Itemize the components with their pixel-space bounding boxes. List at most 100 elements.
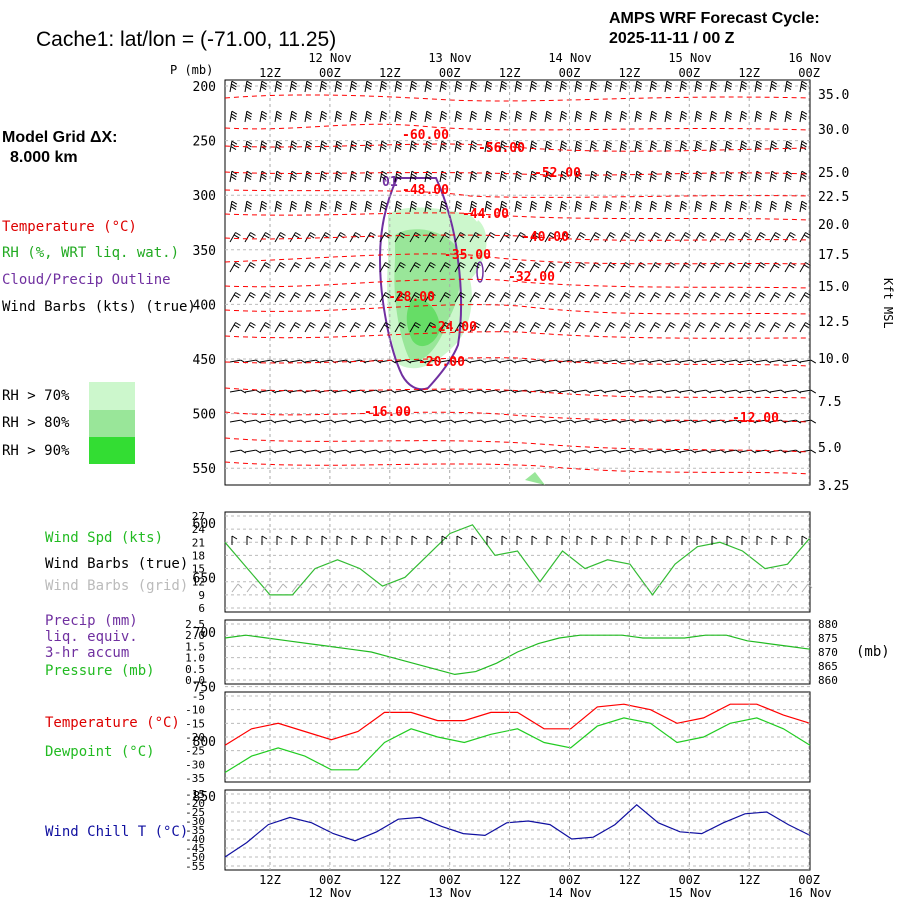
wind-barb-staff bbox=[424, 201, 428, 213]
temperature-contour bbox=[224, 411, 811, 423]
wind-barb bbox=[679, 232, 691, 243]
wind-barb-flag bbox=[336, 140, 343, 145]
wind-barb-flag bbox=[335, 116, 342, 121]
wind-barb-flag bbox=[398, 294, 405, 299]
wind-barb-flag bbox=[510, 389, 517, 394]
wind-barb-flag bbox=[531, 113, 537, 118]
wind-barb-flag bbox=[381, 535, 388, 540]
wind-barb-flag bbox=[653, 234, 660, 239]
wind-barb-flag bbox=[563, 234, 570, 239]
wind-barb-flag bbox=[640, 292, 646, 296]
wind-barb-staff bbox=[364, 81, 368, 93]
wind-barb bbox=[499, 389, 517, 394]
wind-barb-flag bbox=[725, 146, 732, 151]
wind-barb-flag bbox=[291, 173, 297, 178]
wind-barb-staff bbox=[544, 171, 548, 183]
wind-barb bbox=[319, 419, 337, 424]
wind-barb bbox=[304, 262, 316, 273]
wind-barb-staff bbox=[424, 232, 431, 243]
wind-barb-staff bbox=[319, 359, 331, 363]
wind-barb-flag bbox=[465, 419, 472, 424]
wind-barb-staff bbox=[319, 171, 323, 183]
wind-barb-staff bbox=[769, 359, 781, 363]
wind-barb bbox=[589, 292, 601, 303]
wind-barb-flag bbox=[486, 110, 493, 115]
wind-barb-flag bbox=[525, 359, 532, 364]
wind-barb-flag bbox=[435, 389, 442, 394]
wind-barb-flag bbox=[593, 264, 600, 269]
cycle-title-2: 2025-11-11 / 00 Z bbox=[609, 30, 735, 47]
wind-barb-staff bbox=[529, 359, 541, 363]
wind-barb-flag bbox=[330, 419, 337, 424]
wind-barb-flag bbox=[696, 113, 702, 118]
wind-barb-flag bbox=[758, 234, 765, 239]
wind-barb-staff bbox=[319, 232, 326, 243]
wind-barb-flag bbox=[681, 143, 687, 148]
wind-barb-flag bbox=[725, 86, 732, 91]
wind-barb-flag bbox=[255, 449, 262, 454]
wind-barb-staff bbox=[411, 583, 419, 593]
wind-barb-flag bbox=[741, 113, 747, 118]
wind-barb-staff bbox=[784, 111, 788, 123]
wind-barb-staff bbox=[769, 141, 773, 153]
wind-barb-flag bbox=[455, 176, 462, 181]
wind-barb bbox=[514, 359, 532, 364]
wind-barb-true bbox=[591, 535, 598, 545]
wind-barb-flag bbox=[395, 116, 402, 121]
wind-barb-grid bbox=[276, 583, 288, 593]
wind-barb-flag bbox=[353, 264, 360, 269]
wind-barb-flag bbox=[665, 86, 672, 91]
wind-barb bbox=[589, 110, 598, 123]
wind-barb bbox=[409, 292, 421, 303]
wind-barb-staff bbox=[634, 449, 646, 453]
wind-barb-flag bbox=[306, 80, 313, 85]
wind-barb-flag bbox=[233, 324, 240, 329]
wind-barb-flag bbox=[790, 322, 796, 326]
wind-barb-staff bbox=[591, 583, 599, 593]
wind-barb-staff bbox=[439, 449, 451, 453]
wind-barb bbox=[379, 449, 397, 454]
wind-barb-flag bbox=[660, 359, 667, 364]
wind-barb bbox=[529, 449, 547, 454]
wind-barb bbox=[724, 80, 733, 93]
wind-barb-staff bbox=[529, 292, 536, 303]
wind-barb-staff bbox=[469, 111, 473, 123]
wind-barb-staff bbox=[559, 389, 571, 393]
wind-barb-flag bbox=[486, 203, 492, 208]
wind-barb-flag bbox=[440, 206, 447, 211]
wind-barb-true bbox=[411, 535, 418, 545]
wind-barb-grid bbox=[591, 583, 603, 593]
wind-barb-staff bbox=[754, 322, 761, 333]
wind-barb bbox=[409, 80, 418, 93]
wind-barb bbox=[754, 200, 763, 213]
wind-barb-flag bbox=[426, 173, 432, 178]
wind-barb-staff bbox=[349, 201, 353, 213]
wind-barb-flag bbox=[396, 173, 402, 178]
wind-barb-staff bbox=[484, 419, 496, 423]
dewpoint-label: Dewpoint (°C) bbox=[45, 744, 155, 760]
wind-barb-staff bbox=[649, 449, 661, 453]
wind-barb-staff bbox=[484, 232, 491, 243]
wind-barb bbox=[649, 200, 658, 213]
wind-barb-flag bbox=[295, 262, 301, 266]
wind-barb-staff bbox=[244, 389, 256, 393]
wind-barb-flag bbox=[410, 176, 417, 181]
wind-chill-tick: -20 bbox=[185, 797, 205, 810]
wind-barb-flag bbox=[675, 389, 682, 394]
wind-barb-flag bbox=[486, 83, 492, 88]
wind-barb bbox=[634, 170, 643, 183]
wind-barb-flag bbox=[231, 140, 238, 145]
wind-barb-flag bbox=[380, 206, 387, 211]
wind-barb-flag bbox=[576, 143, 582, 148]
wind-barb-flag bbox=[576, 140, 583, 145]
wind-barb bbox=[454, 262, 466, 273]
wind-barb bbox=[439, 292, 451, 303]
wind-barb-flag bbox=[340, 322, 346, 326]
wind-barb-flag bbox=[480, 359, 487, 364]
wind-barb-flag bbox=[308, 234, 315, 239]
wind-barb-flag bbox=[800, 176, 807, 181]
wind-barb-flag bbox=[516, 203, 522, 208]
wind-barb bbox=[469, 170, 478, 183]
wind-barb-flag bbox=[540, 359, 547, 364]
wind-barb-flag bbox=[575, 116, 582, 121]
